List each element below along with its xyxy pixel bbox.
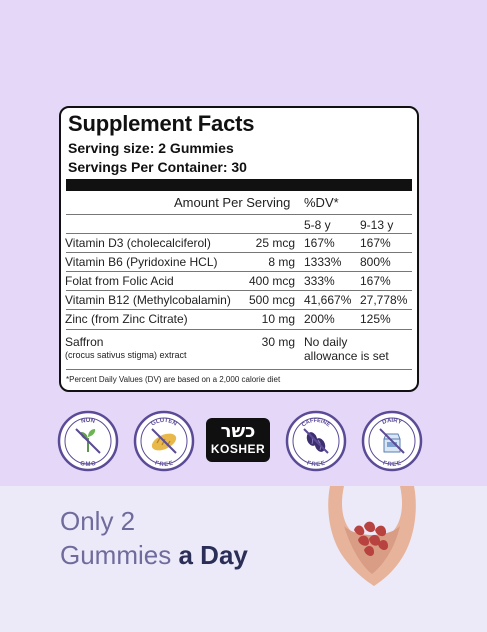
age-column-a: 5-8 y: [304, 218, 331, 232]
nutrient-name: Folat from Folic Acid: [65, 274, 174, 288]
svg-text:CAFFEINE: CAFFEINE: [301, 418, 331, 429]
nutrient-dv-b: 167%: [360, 274, 391, 288]
supplement-facts-label: Supplement Facts Serving size: 2 Gummies…: [59, 106, 419, 392]
nutrient-name: Vitamin B12 (Methylcobalamin): [65, 293, 231, 307]
kosher-label: KOSHER: [210, 442, 266, 456]
badge-top-label: CAFFEINE: [301, 418, 331, 429]
saffron-subname: (crocus sativus stigma) extract: [65, 350, 187, 360]
badge-top-label: GLUTEN: [150, 418, 177, 428]
serving-size: Serving size: 2 Gummies: [68, 140, 234, 156]
tagline-line1: Only 2: [60, 506, 136, 536]
gluten-free-badge: GLUTEN FREE: [133, 410, 195, 472]
milk-carton-icon: [383, 433, 401, 453]
kosher-badge: כשר KOSHER: [206, 418, 270, 462]
saffron-name: Saffron: [65, 335, 104, 349]
saffron-amount: 30 mg: [261, 335, 295, 349]
divider: [66, 252, 412, 253]
dairy-free-badge: DAIRY FREE: [361, 410, 423, 472]
svg-text:DAIRY: DAIRY: [382, 418, 403, 426]
gummy-icon: [354, 521, 388, 556]
saffron-note: allowance is set: [304, 349, 389, 363]
divider: [66, 290, 412, 291]
divider: [66, 369, 412, 370]
facts-title: Supplement Facts: [68, 111, 255, 136]
tagline-bold: a Day: [178, 540, 248, 570]
nutrient-dv-a: 41,667%: [304, 293, 352, 307]
badge-top-label: DAIRY: [382, 418, 403, 426]
svg-text:GMO: GMO: [79, 461, 97, 468]
divider: [66, 309, 412, 310]
nutrient-dv-b: 167%: [360, 236, 391, 250]
nutrient-name: Zinc (from Zinc Citrate): [65, 312, 188, 326]
amount-header: Amount Per Serving: [174, 195, 291, 210]
tagline-line2: Gummies a Day: [60, 540, 248, 571]
nutrient-name: Vitamin D3 (cholecalciferol): [65, 236, 211, 250]
hands-with-gummies-image: [328, 486, 416, 586]
nutrient-amount: 400 mcg: [248, 274, 295, 288]
divider: [66, 214, 412, 215]
nutrient-dv-a: 167%: [304, 236, 335, 250]
nutrient-amount: 25 mcg: [255, 236, 295, 250]
nutrient-dv-b: 125%: [360, 312, 391, 326]
divider: [66, 329, 412, 330]
nutrient-dv-a: 333%: [304, 274, 335, 288]
nutrient-amount: 500 mcg: [248, 293, 295, 307]
nutrient-name: Vitamin B6 (Pyridoxine HCL): [65, 255, 218, 269]
divider: [66, 271, 412, 272]
saffron-note: No daily: [304, 335, 348, 349]
badge-bottom-label: GMO: [79, 461, 97, 468]
divider: [66, 233, 412, 234]
svg-text:NON: NON: [81, 418, 96, 425]
tagline-regular: Gummies: [60, 540, 172, 570]
dv-header: %DV*: [304, 195, 339, 210]
footnote: *Percent Daily Values (DV) are based on …: [66, 375, 281, 384]
thick-divider: [66, 179, 412, 191]
nutrient-amount: 8 mg: [268, 255, 295, 269]
nutrient-dv-b: 27,778%: [360, 293, 408, 307]
nutrient-dv-a: 1333%: [304, 255, 342, 269]
servings-per-container: Servings Per Container: 30: [68, 159, 247, 175]
nutrient-dv-a: 200%: [304, 312, 335, 326]
non-gmo-badge: NON GMO: [57, 410, 119, 472]
svg-text:GLUTEN: GLUTEN: [150, 418, 177, 428]
nutrient-amount: 10 mg: [261, 312, 295, 326]
kosher-hebrew: כשר: [220, 421, 256, 442]
badge-top-label: NON: [81, 418, 96, 425]
caffeine-free-badge: CAFFEINE FREE: [285, 410, 347, 472]
age-column-b: 9-13 y: [360, 218, 394, 232]
nutrient-dv-b: 800%: [360, 255, 391, 269]
